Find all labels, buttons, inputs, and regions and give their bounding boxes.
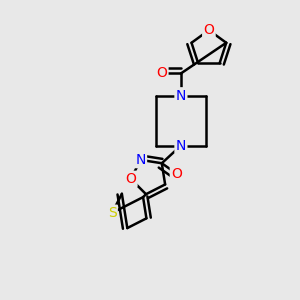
Text: S: S bbox=[108, 206, 116, 220]
Text: N: N bbox=[135, 153, 146, 167]
Text: O: O bbox=[171, 167, 182, 181]
Text: O: O bbox=[125, 172, 136, 186]
Text: N: N bbox=[176, 139, 186, 153]
Text: O: O bbox=[203, 23, 214, 37]
Text: O: O bbox=[156, 66, 167, 80]
Text: N: N bbox=[176, 88, 186, 103]
